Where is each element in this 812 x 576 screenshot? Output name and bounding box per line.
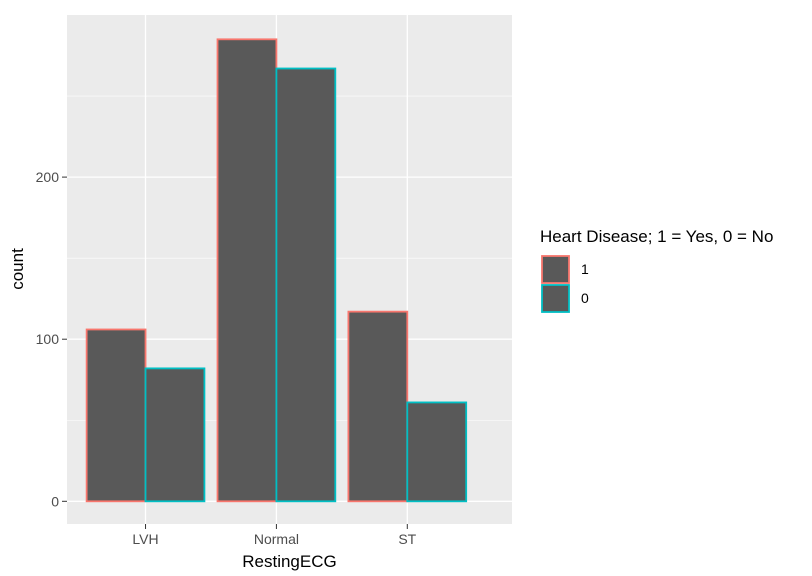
legend-label-0: 0: [581, 290, 589, 306]
bars: [85, 38, 468, 503]
bar-st-series-0: [406, 401, 468, 503]
y-axis: 0 100 200: [36, 169, 67, 509]
bar-normal-series-1: [216, 38, 278, 503]
bar-lvh-series-1: [85, 328, 147, 503]
y-axis-title: count: [8, 248, 27, 290]
legend-key-0: [541, 284, 570, 313]
bar-st-series-1: [347, 310, 409, 503]
x-tick-label: ST: [398, 531, 416, 547]
legend-label-1: 1: [581, 261, 589, 277]
x-axis: LVH Normal ST: [132, 524, 417, 547]
bar-lvh-series-0: [144, 367, 206, 503]
x-tick-label: LVH: [132, 531, 158, 547]
legend: Heart Disease; 1 = Yes, 0 = No 1 0: [540, 227, 773, 313]
x-axis-title: RestingECG: [242, 552, 336, 571]
x-tick-label: Normal: [254, 531, 299, 547]
legend-key-1: [541, 255, 570, 284]
legend-title: Heart Disease; 1 = Yes, 0 = No: [540, 227, 773, 246]
y-tick-label: 0: [51, 493, 59, 509]
bar-normal-series-0: [275, 67, 337, 503]
y-tick-label: 200: [36, 169, 60, 185]
y-tick-label: 100: [36, 331, 60, 347]
